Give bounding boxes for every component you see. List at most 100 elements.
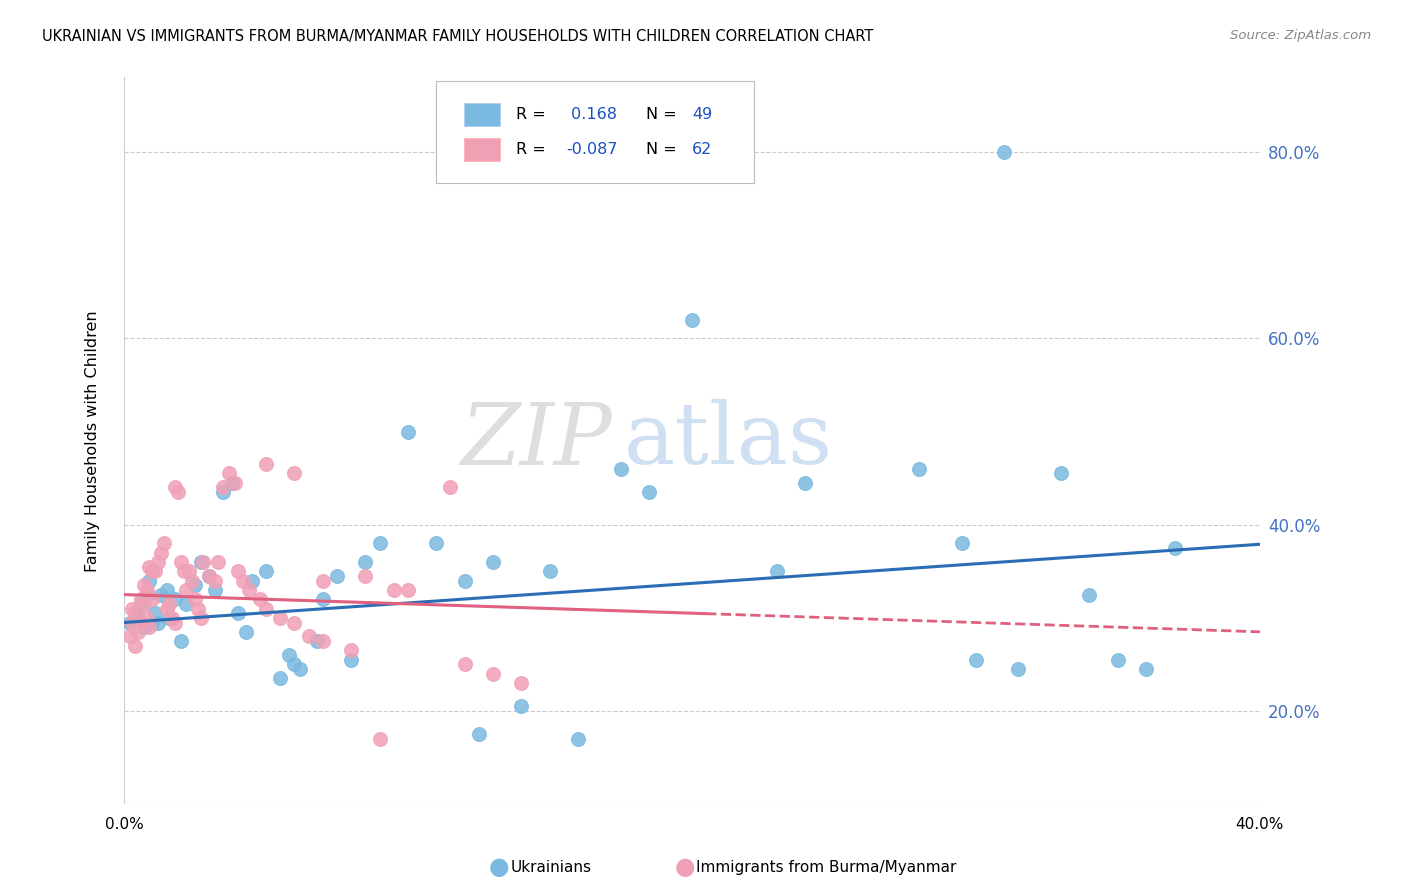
Point: [118, 615, 141, 630]
Point: [129, 615, 152, 630]
Point: [218, 467, 240, 481]
Point: [129, 592, 152, 607]
Point: [950, 536, 973, 550]
Point: [454, 574, 477, 588]
Point: [368, 731, 391, 746]
Point: [184, 592, 207, 607]
Point: [638, 485, 661, 500]
Text: atlas: atlas: [624, 400, 832, 483]
Point: [221, 475, 243, 490]
Point: [254, 601, 277, 615]
Point: [1107, 653, 1129, 667]
Text: Ukrainians: Ukrainians: [510, 860, 592, 874]
Text: UKRAINIAN VS IMMIGRANTS FROM BURMA/MYANMAR FAMILY HOUSEHOLDS WITH CHILDREN CORRE: UKRAINIAN VS IMMIGRANTS FROM BURMA/MYANM…: [42, 29, 873, 44]
Point: [204, 582, 226, 597]
Point: [160, 611, 183, 625]
Point: [482, 666, 505, 681]
Y-axis label: Family Households with Children: Family Households with Children: [86, 310, 100, 572]
Point: [468, 727, 491, 741]
FancyBboxPatch shape: [464, 103, 501, 126]
Point: [993, 145, 1015, 159]
Point: [173, 564, 195, 578]
Point: [141, 564, 163, 578]
Text: 0.168: 0.168: [565, 107, 617, 122]
Point: [163, 592, 186, 607]
Point: [312, 592, 335, 607]
Point: [135, 588, 157, 602]
Point: [224, 475, 246, 490]
Point: [121, 601, 143, 615]
Point: [238, 582, 260, 597]
Point: [157, 597, 180, 611]
Point: [149, 588, 172, 602]
Point: [198, 569, 221, 583]
Point: [610, 462, 633, 476]
Point: [124, 606, 146, 620]
Point: [207, 555, 229, 569]
Point: [269, 672, 291, 686]
Point: [354, 555, 377, 569]
Point: [118, 630, 141, 644]
Text: 62: 62: [692, 142, 711, 157]
Point: [1007, 662, 1029, 676]
Point: [121, 615, 143, 630]
Point: [135, 611, 157, 625]
Point: [155, 582, 177, 597]
Point: [187, 601, 209, 615]
Text: ●: ●: [489, 855, 509, 879]
Point: [249, 592, 271, 607]
Point: [170, 555, 193, 569]
Point: [297, 630, 319, 644]
Text: ●: ●: [675, 855, 695, 879]
Point: [212, 480, 235, 494]
Point: [794, 475, 817, 490]
Point: [305, 634, 328, 648]
Text: Source: ZipAtlas.com: Source: ZipAtlas.com: [1230, 29, 1371, 42]
Point: [176, 597, 198, 611]
Point: [190, 555, 212, 569]
Point: [152, 536, 174, 550]
Point: [149, 546, 172, 560]
Point: [129, 597, 152, 611]
Point: [132, 597, 155, 611]
Text: N =: N =: [647, 142, 682, 157]
Point: [354, 569, 377, 583]
Point: [232, 574, 254, 588]
Point: [439, 480, 461, 494]
Point: [766, 564, 789, 578]
Point: [288, 662, 311, 676]
Point: [283, 657, 305, 672]
Point: [396, 582, 419, 597]
Point: [1050, 467, 1073, 481]
Point: [226, 564, 249, 578]
Point: [235, 624, 257, 639]
Point: [138, 620, 160, 634]
Point: [240, 574, 263, 588]
Point: [269, 611, 291, 625]
Point: [425, 536, 447, 550]
Point: [396, 425, 419, 439]
Point: [146, 615, 169, 630]
Text: R =: R =: [516, 142, 551, 157]
Point: [382, 582, 405, 597]
Point: [167, 485, 190, 500]
Point: [141, 615, 163, 630]
Point: [138, 574, 160, 588]
Point: [190, 611, 212, 625]
Point: [283, 467, 305, 481]
Text: R =: R =: [516, 107, 551, 122]
Point: [135, 582, 157, 597]
FancyBboxPatch shape: [464, 137, 501, 161]
Point: [340, 643, 363, 657]
Point: [170, 634, 193, 648]
Point: [143, 564, 166, 578]
FancyBboxPatch shape: [436, 81, 755, 183]
Point: [312, 634, 335, 648]
Point: [1135, 662, 1157, 676]
Point: [567, 731, 589, 746]
Point: [143, 606, 166, 620]
Point: [124, 606, 146, 620]
Point: [127, 611, 149, 625]
Point: [138, 559, 160, 574]
Point: [1078, 588, 1101, 602]
